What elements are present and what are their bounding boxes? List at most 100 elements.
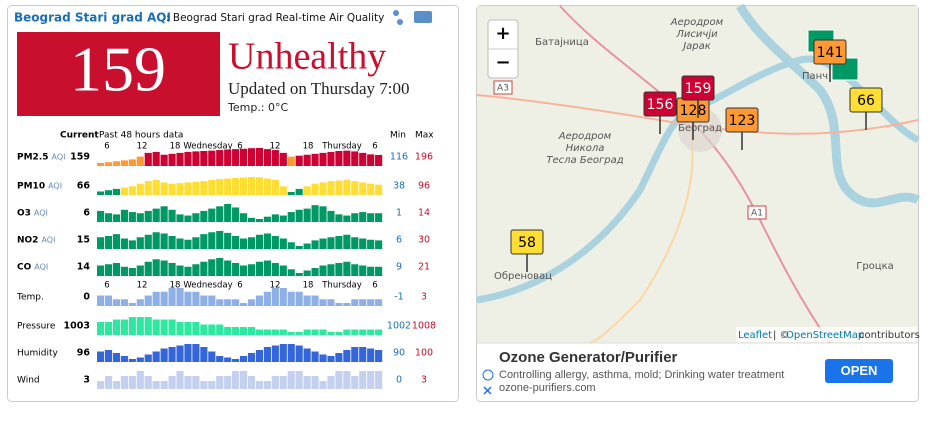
zoom-in[interactable]: +	[495, 23, 510, 44]
history-bar	[176, 288, 184, 306]
history-bar	[327, 264, 335, 276]
updated-time: Updated on Thursday 7:00	[228, 79, 409, 98]
history-bar	[216, 299, 224, 306]
history-bar	[335, 151, 343, 166]
history-bar	[184, 291, 192, 306]
history-bar	[359, 347, 367, 362]
place-label: Београд	[678, 123, 722, 134]
history-bar	[208, 295, 216, 306]
history-bar	[144, 234, 152, 249]
history-bar	[144, 261, 152, 276]
ad-close-icon[interactable]	[483, 386, 492, 395]
history-bar	[200, 151, 208, 166]
history-bar	[247, 353, 256, 362]
history-bar	[152, 208, 160, 222]
row-current: 6	[83, 208, 90, 219]
history-bar	[255, 381, 264, 389]
zoom-out[interactable]: −	[495, 52, 510, 73]
history-bar	[104, 295, 113, 306]
road-shield	[493, 80, 513, 95]
history-bar	[351, 213, 359, 222]
history-bar	[160, 348, 168, 362]
history-bar	[327, 356, 335, 362]
history-bar	[287, 291, 295, 306]
time-label: 18	[303, 142, 314, 152]
history-bar	[287, 269, 295, 276]
history-bar	[375, 213, 383, 222]
history-bar	[343, 179, 351, 195]
history-bar	[279, 344, 287, 362]
history-bar	[104, 190, 113, 195]
ad-info-icon[interactable]	[482, 369, 494, 381]
history-bar	[240, 148, 248, 166]
history-bar	[97, 210, 105, 222]
history-bar	[240, 177, 248, 195]
history-bar	[200, 381, 208, 389]
marker-value: 156	[647, 97, 674, 113]
history-bar	[184, 322, 192, 335]
history-bar	[200, 324, 208, 335]
history-bar	[319, 381, 327, 389]
history-bar	[295, 188, 303, 195]
history-bar	[295, 291, 303, 306]
row-max: 14	[418, 208, 430, 219]
history-bar	[343, 261, 351, 276]
history-bar	[319, 206, 327, 222]
history-bar	[224, 232, 232, 249]
history-bar	[303, 270, 311, 276]
ad-title[interactable]: Ozone Generator/Purifier	[499, 349, 678, 366]
history-bar	[232, 207, 240, 222]
history-bar	[303, 186, 311, 195]
ad-button[interactable]: OPEN	[825, 359, 893, 383]
marker	[725, 107, 759, 133]
history-bar	[303, 376, 311, 389]
history-bar	[160, 260, 168, 276]
time-label: 6	[372, 142, 377, 152]
history-bar	[367, 213, 375, 222]
history-bar	[232, 149, 240, 166]
history-bar	[136, 357, 144, 362]
row-min: 38	[393, 181, 405, 192]
history-bar	[168, 376, 176, 389]
history-bar	[279, 186, 287, 195]
history-bar	[343, 150, 351, 166]
leaflet-link[interactable]: Leaflet	[738, 330, 772, 341]
history-bar	[375, 371, 383, 389]
history-bar	[136, 183, 144, 195]
history-bar	[192, 237, 200, 249]
row-max: 100	[415, 348, 433, 359]
time-label: 6	[237, 142, 242, 152]
share-icons[interactable]	[393, 10, 432, 25]
history-bar	[311, 240, 319, 249]
time-label: 18	[303, 281, 314, 291]
history-bar	[168, 153, 176, 166]
row-unit: AQI	[41, 236, 55, 245]
history-bar	[311, 295, 319, 306]
marker-value: 128	[680, 103, 707, 119]
history-bar	[367, 348, 375, 362]
history-bar	[287, 332, 295, 335]
history-bar	[375, 299, 383, 306]
history-bar	[97, 237, 105, 249]
history-bar	[120, 187, 128, 195]
row-min: 6	[396, 235, 402, 246]
history-bar	[295, 332, 303, 335]
history-bar	[279, 152, 287, 166]
history-bar	[136, 156, 144, 166]
row-name: CO	[17, 263, 32, 273]
time-label: 12	[270, 142, 281, 152]
history-bar	[160, 381, 168, 389]
max-header: Max	[415, 131, 434, 141]
history-bar	[160, 182, 168, 195]
history-bar	[319, 329, 327, 335]
history-bar	[224, 178, 232, 195]
history-bar	[168, 236, 176, 249]
history-bar	[263, 329, 271, 335]
osm-link[interactable]: OpenStreetMap	[786, 330, 864, 341]
history-bar	[335, 303, 343, 306]
history-bar	[152, 232, 160, 249]
history-bar	[359, 299, 367, 306]
history-bar	[375, 266, 383, 276]
history-bar	[128, 212, 136, 222]
history-bar	[295, 155, 303, 166]
